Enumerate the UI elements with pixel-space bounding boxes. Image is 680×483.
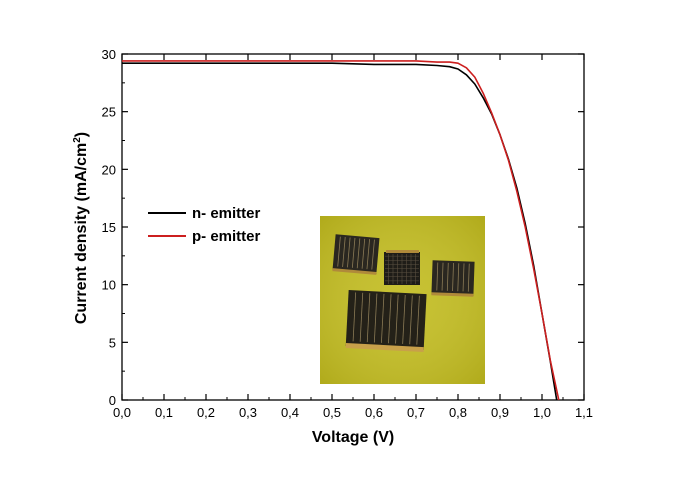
cell-finger-line	[366, 239, 370, 270]
x-tick-label: 0,9	[491, 405, 509, 420]
y-tick-label: 10	[102, 278, 116, 293]
legend-label-n-emitter: n- emitter	[192, 205, 261, 222]
x-tick-label: 0,1	[155, 405, 173, 420]
cell-finger-line	[441, 262, 444, 291]
y-tick-label: 0	[109, 393, 116, 408]
cell-finger-line	[416, 295, 420, 345]
x-tick-label: 0,7	[407, 405, 425, 420]
cell-finger-line	[356, 238, 361, 269]
cell-finger-line	[436, 262, 439, 291]
y-axis-title: Current density (mA/cm2)	[72, 132, 90, 324]
legend: n- emitter p- emitter	[148, 205, 261, 245]
x-tick-label: 0,0	[113, 405, 131, 420]
x-axis-title: Voltage (V)	[312, 429, 394, 446]
y-axis-ticks: 0 5 10 15 20 25 30	[102, 47, 584, 408]
cell-finger-line	[452, 263, 454, 292]
x-tick-label: 0,3	[239, 405, 257, 420]
x-tick-label: 0,8	[449, 405, 467, 420]
cell-finger-line	[366, 293, 371, 343]
cell-finger-line	[381, 293, 385, 343]
cell-finger-line	[402, 294, 406, 344]
cell-finger-line	[446, 262, 449, 291]
x-tick-label: 1,1	[575, 405, 593, 420]
cell-finger-line	[395, 294, 399, 344]
cell-finger-line	[467, 263, 470, 292]
cell-finger-line	[388, 294, 392, 344]
y-tick-label: 15	[102, 220, 116, 235]
series-lines	[122, 60, 560, 401]
legend-label-p-emitter: p- emitter	[192, 228, 261, 245]
x-tick-label: 0,5	[323, 405, 341, 420]
cell-finger-line	[342, 237, 346, 268]
solar-cell-samples-photo	[320, 216, 485, 384]
cell-finger-line	[373, 293, 378, 343]
cell-finger-line	[352, 292, 357, 342]
cell-finger-line	[347, 237, 351, 268]
cell-finger-line	[457, 263, 460, 292]
x-tick-label: 0,6	[365, 405, 383, 420]
y-tick-label: 5	[109, 335, 116, 350]
y-tick-label: 25	[102, 105, 116, 120]
y-tick-label: 20	[102, 162, 116, 177]
cell-finger-line	[462, 263, 465, 292]
x-axis-ticks: 0,0 0,1 0,2 0,3 0,4 0,5 0,6 0,7 0,8 0,9 1,0 1,1	[113, 54, 593, 420]
cell-finger-line	[371, 239, 375, 270]
cell-finger-line	[351, 237, 356, 268]
cell-finger-line	[361, 238, 366, 269]
cell-finger-line	[337, 236, 341, 267]
cell-finger-line	[359, 292, 364, 342]
x-tick-label: 0,2	[197, 405, 215, 420]
cell-finger-line	[409, 295, 413, 345]
y-tick-label: 30	[102, 47, 116, 62]
x-tick-label: 1,0	[533, 405, 551, 420]
series-line-p-emitter	[122, 60, 560, 401]
x-tick-label: 0,4	[281, 405, 299, 420]
